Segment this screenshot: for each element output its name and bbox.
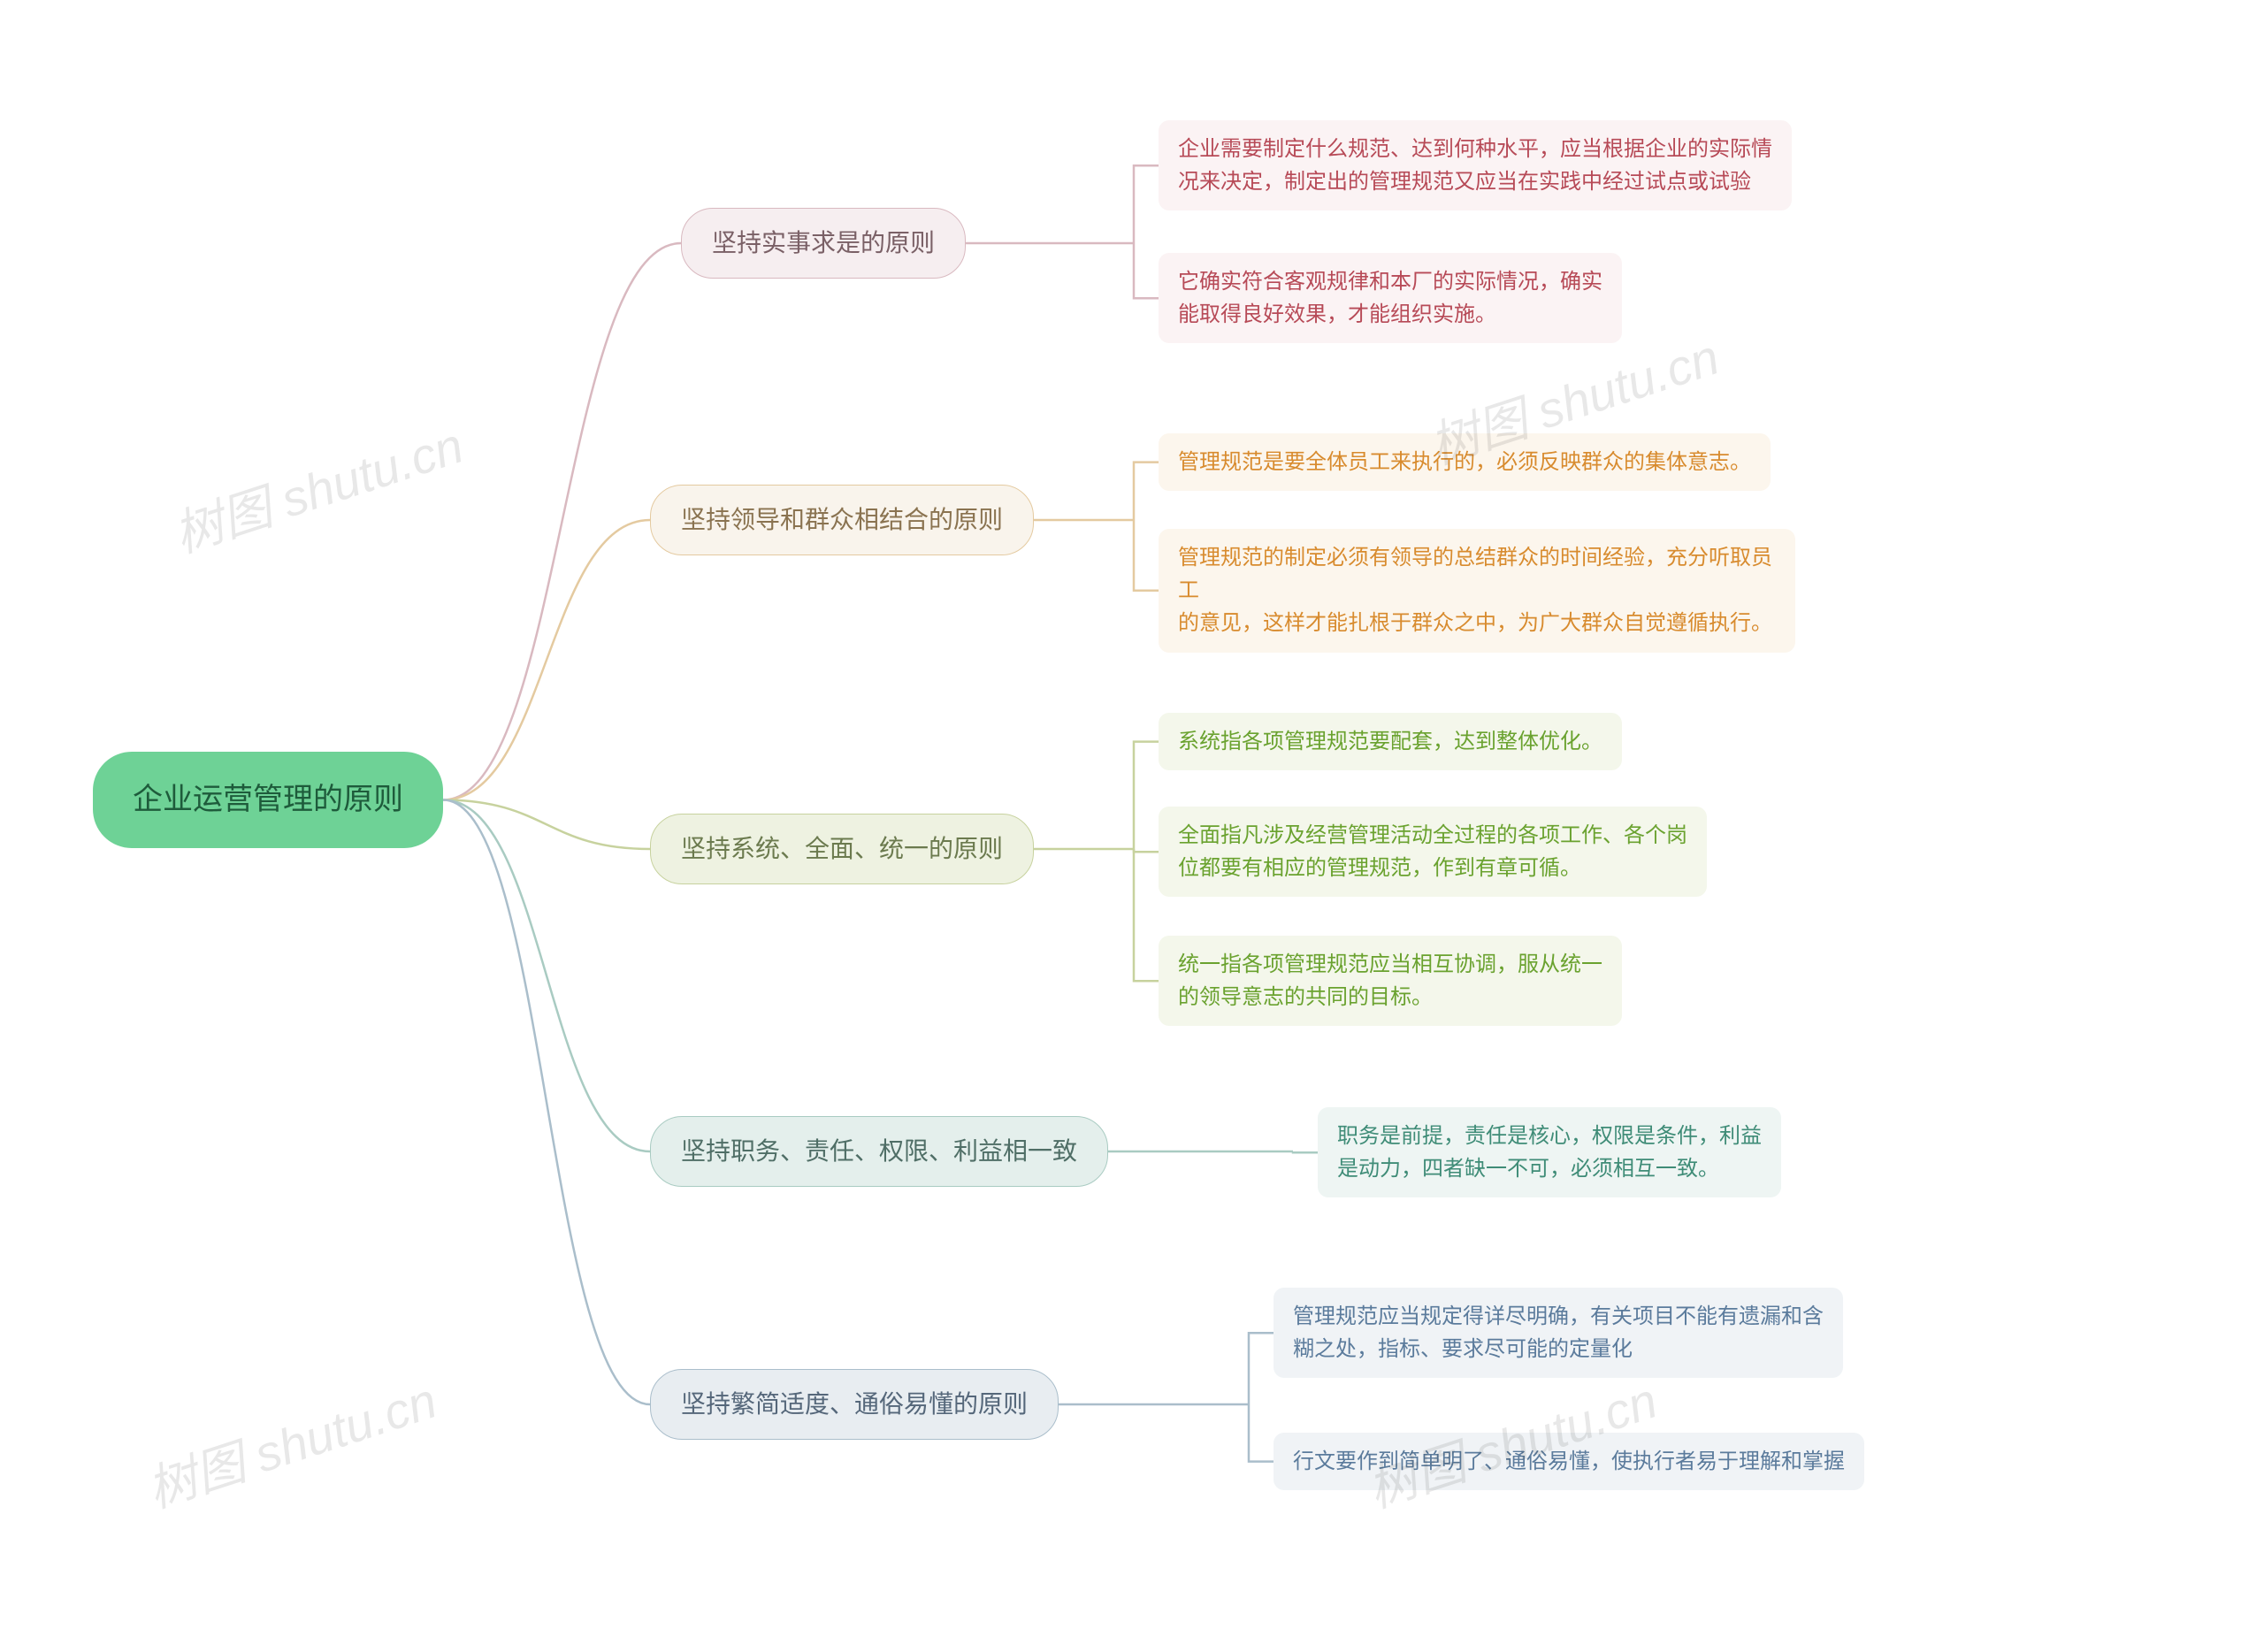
connector — [443, 800, 650, 1405]
leaf-node: 管理规范的制定必须有领导的总结群众的时间经验，充分听取员工的意见，这样才能扎根于… — [1159, 529, 1795, 653]
connector — [1134, 849, 1159, 981]
connector — [443, 800, 650, 850]
branch-node[interactable]: 坚持职务、责任、权限、利益相一致 — [650, 1116, 1108, 1187]
connector — [1134, 243, 1159, 298]
connector — [443, 800, 650, 1152]
branch-node[interactable]: 坚持繁简适度、通俗易懂的原则 — [650, 1369, 1059, 1440]
connector — [1134, 165, 1159, 243]
leaf-node: 系统指各项管理规范要配套，达到整体优化。 — [1159, 713, 1622, 770]
connector — [1249, 1333, 1274, 1404]
connector — [1134, 463, 1159, 520]
leaf-node: 管理规范是要全体员工来执行的，必须反映群众的集体意志。 — [1159, 433, 1771, 491]
connector — [1134, 520, 1159, 591]
leaf-node: 管理规范应当规定得详尽明确，有关项目不能有遗漏和含糊之处，指标、要求尽可能的定量… — [1274, 1288, 1843, 1378]
leaf-node: 职务是前提，责任是核心，权限是条件，利益是动力，四者缺一不可，必须相互一致。 — [1318, 1107, 1781, 1197]
watermark: 树图 shutu.cn — [137, 1361, 445, 1522]
leaf-node: 行文要作到简单明了、通俗易懂，使执行者易于理解和掌握 — [1274, 1433, 1864, 1490]
leaf-node: 全面指凡涉及经营管理活动全过程的各项工作、各个岗位都要有相应的管理规范，作到有章… — [1159, 807, 1707, 897]
connector — [1249, 1404, 1274, 1462]
branch-node[interactable]: 坚持系统、全面、统一的原则 — [650, 814, 1034, 884]
connector — [1293, 1151, 1318, 1152]
connector — [443, 243, 681, 800]
connector — [1134, 849, 1159, 852]
root-label: 企业运营管理的原则 — [133, 783, 403, 816]
branch-node[interactable]: 坚持领导和群众相结合的原则 — [650, 485, 1034, 555]
root-node[interactable]: 企业运营管理的原则 — [93, 752, 443, 848]
leaf-node: 统一指各项管理规范应当相互协调，服从统一的领导意志的共同的目标。 — [1159, 936, 1622, 1026]
leaf-node: 它确实符合客观规律和本厂的实际情况，确实能取得良好效果，才能组织实施。 — [1159, 253, 1622, 343]
leaf-node: 企业需要制定什么规范、达到何种水平，应当根据企业的实际情况来决定，制定出的管理规… — [1159, 120, 1792, 210]
connector — [1134, 742, 1159, 849]
watermark: 树图 shutu.cn — [164, 406, 471, 567]
branch-node[interactable]: 坚持实事求是的原则 — [681, 208, 966, 279]
connector — [443, 520, 650, 800]
